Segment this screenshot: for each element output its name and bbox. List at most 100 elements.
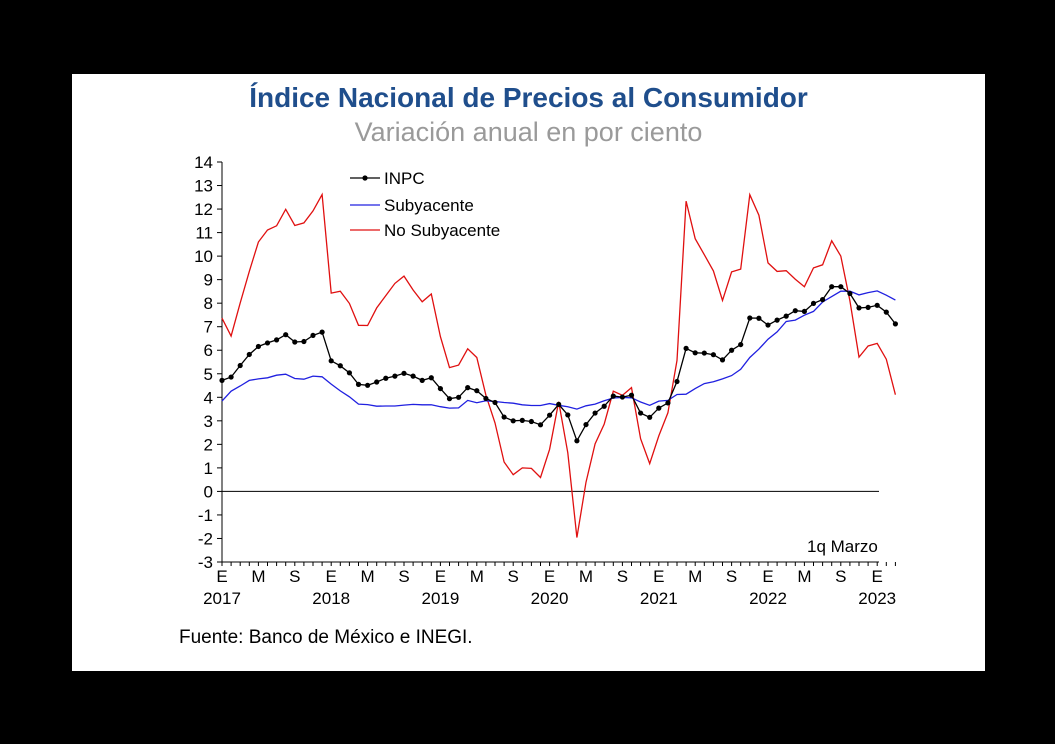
data-point bbox=[383, 375, 389, 381]
data-point bbox=[783, 313, 789, 319]
data-point bbox=[883, 309, 889, 315]
data-point bbox=[328, 358, 334, 364]
data-point bbox=[838, 284, 844, 290]
data-point bbox=[410, 373, 416, 379]
data-point bbox=[610, 393, 616, 399]
data-point bbox=[474, 388, 480, 394]
y-tick-label: 5 bbox=[204, 365, 213, 384]
data-point bbox=[592, 410, 598, 416]
chart-title: Índice Nacional de Precios al Consumidor bbox=[249, 82, 808, 113]
y-tick-label: 11 bbox=[195, 224, 213, 243]
y-tick-label: 9 bbox=[204, 271, 213, 290]
data-point bbox=[574, 438, 580, 444]
legend-label: INPC bbox=[384, 169, 425, 188]
x-month-label: M bbox=[251, 567, 265, 586]
data-point bbox=[537, 422, 544, 428]
x-month-label: M bbox=[688, 567, 702, 586]
legend-label: No Subyacente bbox=[384, 221, 500, 240]
data-point bbox=[319, 329, 325, 335]
data-point bbox=[483, 395, 489, 402]
x-month-label: M bbox=[797, 567, 811, 586]
x-month-label: E bbox=[872, 567, 883, 586]
data-point bbox=[264, 340, 271, 346]
y-tick-label: 2 bbox=[204, 435, 213, 454]
series-inpc bbox=[219, 284, 899, 444]
data-point bbox=[556, 401, 562, 407]
legend-marker bbox=[362, 175, 368, 181]
data-point bbox=[856, 305, 862, 311]
data-point bbox=[292, 339, 298, 345]
data-point bbox=[419, 377, 425, 383]
data-point bbox=[601, 403, 607, 409]
data-point bbox=[665, 400, 671, 406]
y-tick-label: -3 bbox=[198, 553, 213, 572]
x-month-label: S bbox=[835, 567, 846, 586]
chart-panel: Índice Nacional de Precios al Consumidor… bbox=[72, 74, 985, 671]
data-point bbox=[346, 370, 352, 376]
data-point bbox=[228, 374, 234, 380]
x-month-label: E bbox=[762, 567, 773, 586]
data-point bbox=[401, 370, 407, 376]
data-point bbox=[692, 350, 698, 356]
legend-label: Subyacente bbox=[384, 196, 474, 215]
chart-subtitle: Variación anual en por ciento bbox=[354, 117, 703, 147]
data-point bbox=[701, 350, 707, 356]
x-month-label: S bbox=[289, 567, 300, 586]
data-point bbox=[355, 381, 362, 387]
data-point bbox=[647, 414, 653, 420]
x-month-label: M bbox=[361, 567, 375, 586]
data-point bbox=[519, 417, 525, 423]
y-tick-label: 12 bbox=[194, 200, 213, 219]
x-year-label: 2023 bbox=[858, 589, 896, 608]
y-tick-label: 13 bbox=[194, 177, 213, 196]
data-point bbox=[237, 362, 243, 369]
data-point bbox=[392, 373, 398, 379]
data-point bbox=[510, 418, 516, 424]
data-point bbox=[747, 315, 753, 321]
x-year-label: 2018 bbox=[312, 589, 350, 608]
data-point bbox=[547, 412, 553, 418]
data-point bbox=[619, 394, 626, 400]
data-point bbox=[565, 412, 571, 418]
data-point bbox=[820, 297, 826, 303]
data-point bbox=[829, 284, 835, 290]
data-point bbox=[365, 382, 371, 388]
y-tick-label: 10 bbox=[194, 247, 213, 266]
data-point bbox=[283, 332, 289, 338]
data-point bbox=[638, 410, 644, 416]
x-month-label: E bbox=[653, 567, 664, 586]
y-tick-label: 4 bbox=[204, 388, 213, 407]
legend: INPC Subyacente No Subyacente bbox=[350, 169, 500, 240]
data-point bbox=[528, 418, 534, 425]
x-month-label: S bbox=[398, 567, 409, 586]
y-tick-label: 6 bbox=[204, 341, 213, 360]
data-point bbox=[219, 377, 225, 383]
data-point bbox=[446, 396, 453, 402]
y-tick-label: -2 bbox=[198, 529, 213, 548]
x-year-label: 2021 bbox=[640, 589, 678, 608]
x-month-label: E bbox=[435, 567, 446, 586]
data-point bbox=[683, 345, 689, 351]
legend-item: No Subyacente bbox=[350, 221, 500, 240]
data-point bbox=[301, 338, 307, 345]
data-point bbox=[792, 308, 798, 314]
data-point bbox=[729, 347, 735, 353]
data-point bbox=[310, 332, 316, 339]
y-tick-label: 1 bbox=[204, 459, 213, 478]
series-line bbox=[221, 192, 897, 538]
data-point bbox=[801, 308, 808, 315]
y-tick-label: -1 bbox=[198, 506, 213, 525]
data-point bbox=[246, 351, 252, 358]
data-point bbox=[255, 343, 261, 350]
data-point bbox=[492, 399, 498, 406]
data-point bbox=[428, 375, 434, 381]
data-point bbox=[628, 392, 635, 398]
source-note: Fuente: Banco de México e INEGI. bbox=[179, 627, 473, 648]
y-tick-label: 14 bbox=[194, 153, 213, 172]
data-point bbox=[774, 317, 780, 323]
x-month-label: S bbox=[726, 567, 737, 586]
x-month-label: E bbox=[216, 567, 227, 586]
x-year-label: 2022 bbox=[749, 589, 787, 608]
data-point bbox=[274, 337, 280, 343]
